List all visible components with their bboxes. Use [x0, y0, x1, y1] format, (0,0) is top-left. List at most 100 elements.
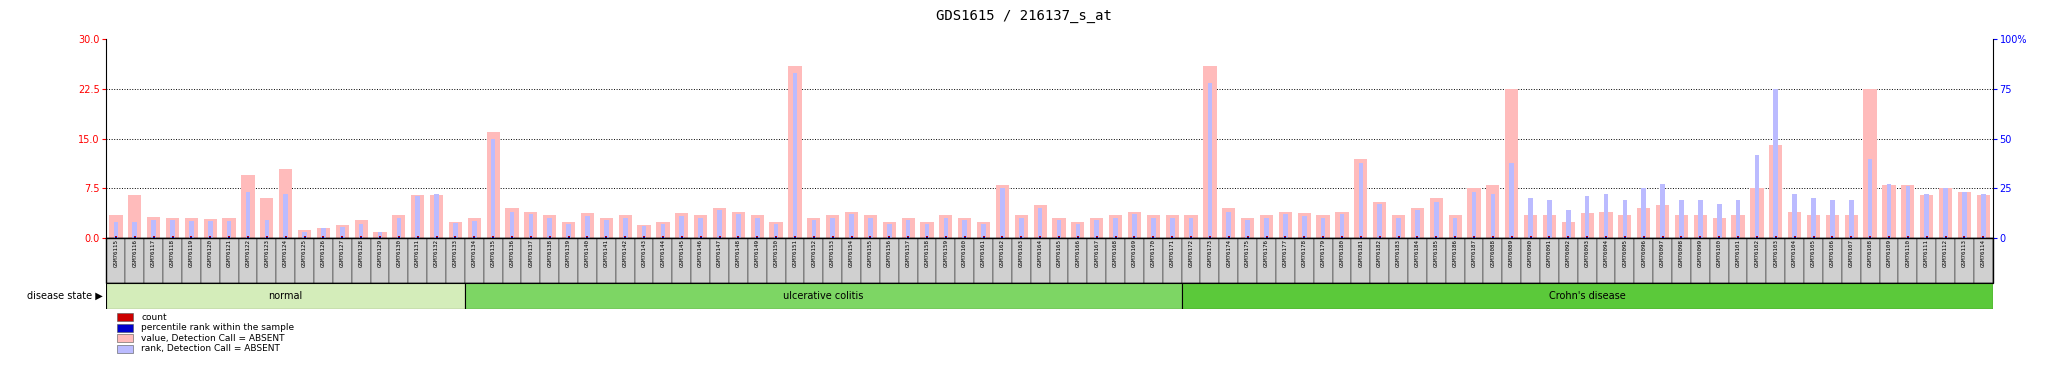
- Bar: [1845, 215, 1858, 238]
- Text: GSM76147: GSM76147: [717, 240, 723, 267]
- Point: [289, 235, 322, 241]
- Bar: [1710, 238, 1729, 283]
- Bar: [860, 238, 881, 283]
- Bar: [1898, 238, 1917, 283]
- Point: [1929, 234, 1962, 240]
- Text: rank, Detection Call = ABSENT: rank, Detection Call = ABSENT: [141, 344, 281, 353]
- Bar: [109, 215, 123, 238]
- Text: GSM76132: GSM76132: [434, 240, 438, 267]
- Point: [344, 235, 377, 241]
- Bar: [1622, 200, 1628, 238]
- Bar: [786, 238, 805, 283]
- Point: [1495, 235, 1528, 241]
- Point: [872, 235, 905, 241]
- Text: GSM76157: GSM76157: [905, 240, 911, 267]
- Bar: [166, 218, 178, 238]
- Text: GSM76186: GSM76186: [1452, 240, 1458, 267]
- Point: [100, 235, 133, 241]
- Bar: [1339, 214, 1343, 238]
- Bar: [1378, 204, 1382, 238]
- Text: GSM76153: GSM76153: [829, 240, 836, 267]
- Point: [213, 235, 246, 241]
- Point: [1382, 235, 1415, 241]
- Point: [1270, 235, 1303, 241]
- Text: GSM76151: GSM76151: [793, 240, 797, 267]
- Text: GSM76178: GSM76178: [1303, 240, 1307, 267]
- Bar: [752, 215, 764, 238]
- Text: GSM76102: GSM76102: [1755, 240, 1759, 267]
- Bar: [901, 218, 915, 238]
- Bar: [1321, 218, 1325, 238]
- Bar: [1317, 215, 1329, 238]
- Bar: [1661, 184, 1665, 238]
- Bar: [1868, 159, 1872, 238]
- Point: [1759, 234, 1792, 240]
- Text: GSM76171: GSM76171: [1169, 240, 1176, 267]
- Bar: [1925, 194, 1929, 238]
- Text: GSM76094: GSM76094: [1604, 240, 1608, 267]
- Bar: [1415, 210, 1419, 238]
- Bar: [748, 238, 766, 283]
- Bar: [377, 232, 383, 238]
- Bar: [541, 238, 559, 283]
- Point: [1440, 234, 1473, 240]
- Point: [1759, 235, 1792, 241]
- Bar: [1528, 198, 1532, 238]
- Point: [797, 234, 829, 240]
- Text: GSM76119: GSM76119: [188, 240, 195, 267]
- Point: [1249, 235, 1282, 241]
- Bar: [336, 225, 348, 238]
- Text: GSM76126: GSM76126: [322, 240, 326, 267]
- Point: [590, 235, 623, 241]
- Point: [119, 234, 152, 240]
- Bar: [958, 218, 971, 238]
- Bar: [1616, 238, 1634, 283]
- Bar: [1069, 238, 1087, 283]
- Text: GSM76118: GSM76118: [170, 240, 174, 267]
- Point: [666, 235, 698, 241]
- Point: [1364, 235, 1397, 241]
- Bar: [1053, 218, 1065, 238]
- Bar: [258, 238, 276, 283]
- Bar: [1788, 211, 1802, 238]
- Bar: [416, 196, 420, 238]
- Text: GSM76140: GSM76140: [586, 240, 590, 267]
- Text: GSM76145: GSM76145: [680, 240, 684, 267]
- Text: GSM76136: GSM76136: [510, 240, 514, 267]
- Point: [723, 235, 756, 241]
- Bar: [412, 195, 424, 238]
- Bar: [1133, 214, 1137, 238]
- Bar: [926, 224, 930, 238]
- Point: [1571, 235, 1604, 241]
- Bar: [106, 238, 125, 283]
- Bar: [1698, 200, 1702, 238]
- Point: [1589, 234, 1622, 240]
- Bar: [397, 218, 401, 238]
- Bar: [465, 283, 1182, 309]
- Point: [1872, 234, 1905, 240]
- Point: [836, 234, 868, 240]
- Bar: [1106, 238, 1124, 283]
- Bar: [317, 228, 330, 238]
- Text: GSM76162: GSM76162: [999, 240, 1006, 267]
- Point: [496, 235, 528, 241]
- Point: [1665, 234, 1698, 240]
- Text: GSM76137: GSM76137: [528, 240, 532, 267]
- Point: [496, 234, 528, 240]
- Bar: [1712, 218, 1726, 238]
- Text: GSM76092: GSM76092: [1567, 240, 1571, 267]
- Text: GSM76104: GSM76104: [1792, 240, 1798, 267]
- Bar: [1094, 220, 1100, 238]
- Text: GSM76113: GSM76113: [1962, 240, 1966, 267]
- Bar: [1944, 188, 1948, 238]
- Point: [760, 235, 793, 241]
- Text: GSM76177: GSM76177: [1282, 240, 1288, 267]
- Point: [1343, 235, 1376, 241]
- Bar: [1282, 214, 1288, 238]
- Bar: [774, 224, 778, 238]
- Point: [1722, 235, 1755, 241]
- Text: GSM76100: GSM76100: [1716, 240, 1722, 267]
- Bar: [1208, 83, 1212, 238]
- Bar: [279, 169, 293, 238]
- Text: GSM76185: GSM76185: [1434, 240, 1440, 267]
